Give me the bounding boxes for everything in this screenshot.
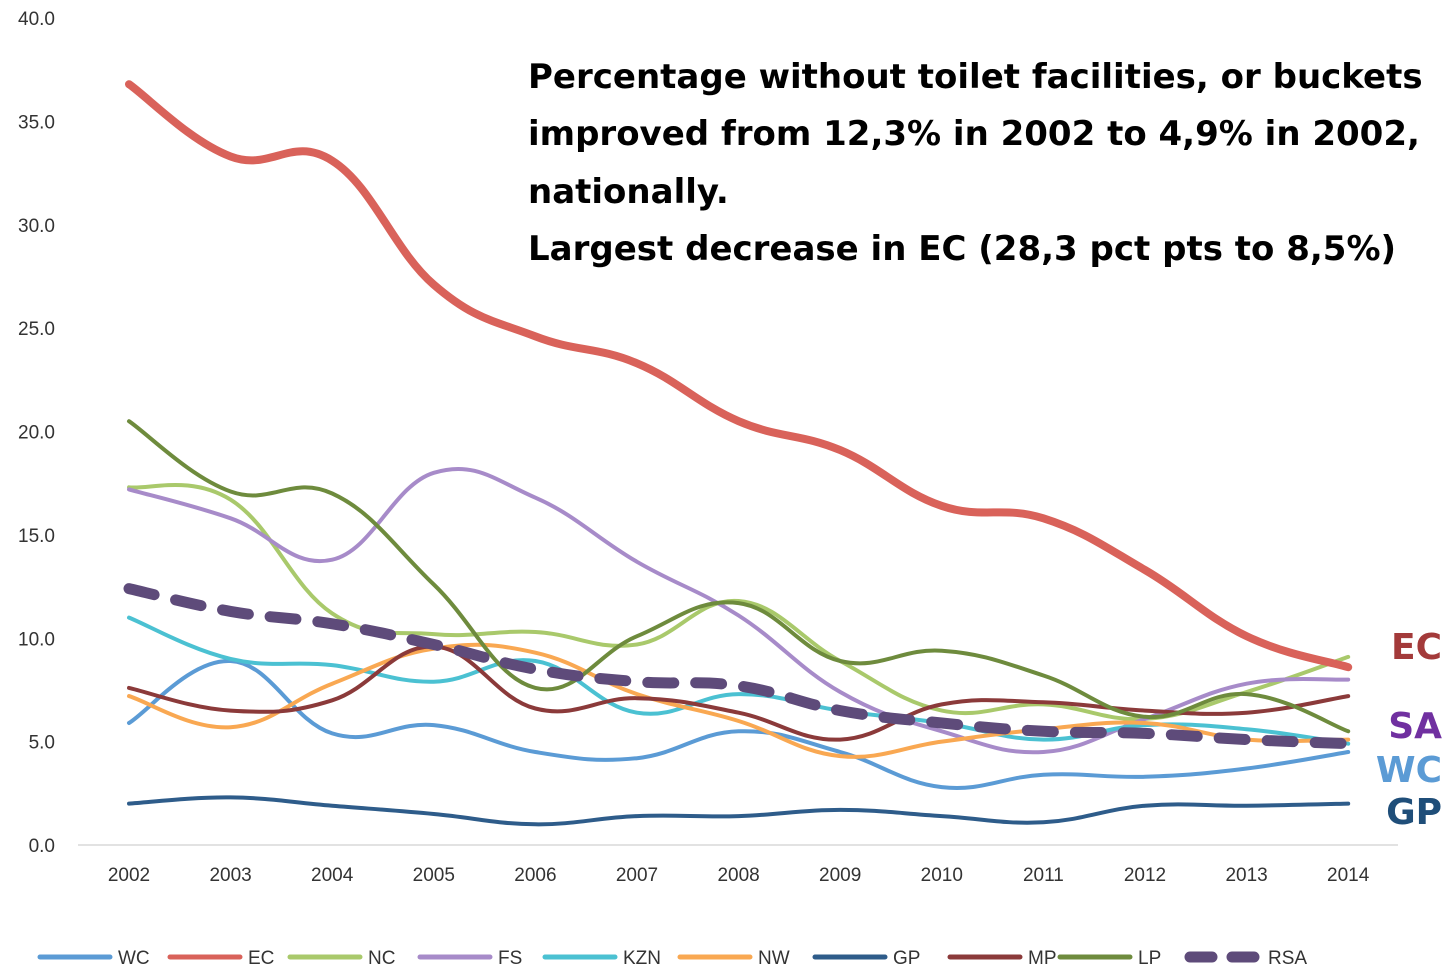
legend-label-ec: EC: [248, 948, 274, 969]
x-tick-label: 2004: [311, 865, 354, 886]
legend-label-lp: LP: [1138, 948, 1161, 969]
end-label-wc: WC: [1376, 750, 1442, 791]
annotation-line-2: improved from 12,3% in 2002 to 4,9% in 2…: [528, 114, 1420, 154]
legend-label-mp: MP: [1028, 948, 1057, 969]
series-line-lp: [127, 419, 1351, 734]
annotation-line-3: nationally.: [528, 172, 729, 212]
legend-label-rsa: RSA: [1268, 948, 1307, 969]
end-label-sa: SA: [1388, 706, 1442, 747]
legend-label-nc: NC: [368, 948, 395, 969]
y-axis-ticks: 0.0 5.0 10.0 15.0 20.0 25.0 30.0 35.0 40.0: [18, 9, 55, 857]
series-line-nw: [127, 642, 1351, 759]
x-tick-label: 2014: [1327, 865, 1370, 886]
legend-label-fs: FS: [498, 948, 522, 969]
legend-label-gp: GP: [893, 948, 920, 969]
chart-annotation: Percentage without toilet facilities, or…: [528, 57, 1423, 269]
x-tick-label: 2011: [1023, 865, 1064, 886]
x-tick-label: 2003: [209, 865, 251, 886]
y-tick-label: 10.0: [18, 629, 55, 650]
x-tick-label: 2012: [1124, 865, 1166, 886]
x-tick-label: 2009: [819, 865, 861, 886]
series-line-gp: [127, 795, 1351, 827]
x-tick-label: 2008: [717, 865, 759, 886]
x-tick-label: 2013: [1225, 865, 1267, 886]
x-tick-label: 2002: [108, 865, 150, 886]
y-tick-label: 0.0: [29, 836, 55, 857]
x-tick-label: 2005: [413, 865, 455, 886]
legend-label-wc: WC: [118, 948, 150, 969]
x-tick-label: 2006: [514, 865, 556, 886]
annotation-line-1: Percentage without toilet facilities, or…: [528, 57, 1423, 97]
series-lines: [123, 80, 1354, 827]
y-tick-label: 20.0: [18, 423, 55, 444]
series-line-rsa: [123, 583, 1354, 750]
x-tick-label: 2007: [616, 865, 658, 886]
series-line-wc: [127, 658, 1351, 790]
annotation-line-4: Largest decrease in EC (28,3 pct pts to …: [528, 229, 1396, 269]
x-tick-label: 2010: [921, 865, 963, 886]
x-axis-ticks: 2002 2003 2004 2005 2006 2007 2008 2009 2010 2011…: [108, 865, 1370, 886]
y-tick-label: 25.0: [18, 319, 55, 340]
legend-label-nw: NW: [758, 948, 790, 969]
end-label-ec: EC: [1391, 627, 1442, 668]
series-line-mp: [127, 644, 1351, 742]
y-tick-label: 40.0: [18, 9, 55, 30]
y-tick-label: 15.0: [18, 526, 55, 547]
series-line-ec: [125, 80, 1353, 672]
y-tick-label: 35.0: [18, 112, 55, 133]
end-label-gp: GP: [1386, 792, 1442, 833]
y-tick-label: 5.0: [29, 733, 55, 754]
legend: WC EC NC FS KZN NW GP MP LP RSA: [37, 948, 1307, 969]
legend-label-kzn: KZN: [623, 948, 661, 969]
series-line-kzn: [127, 615, 1351, 746]
y-tick-label: 30.0: [18, 216, 55, 237]
series-line-fs: [127, 466, 1351, 755]
